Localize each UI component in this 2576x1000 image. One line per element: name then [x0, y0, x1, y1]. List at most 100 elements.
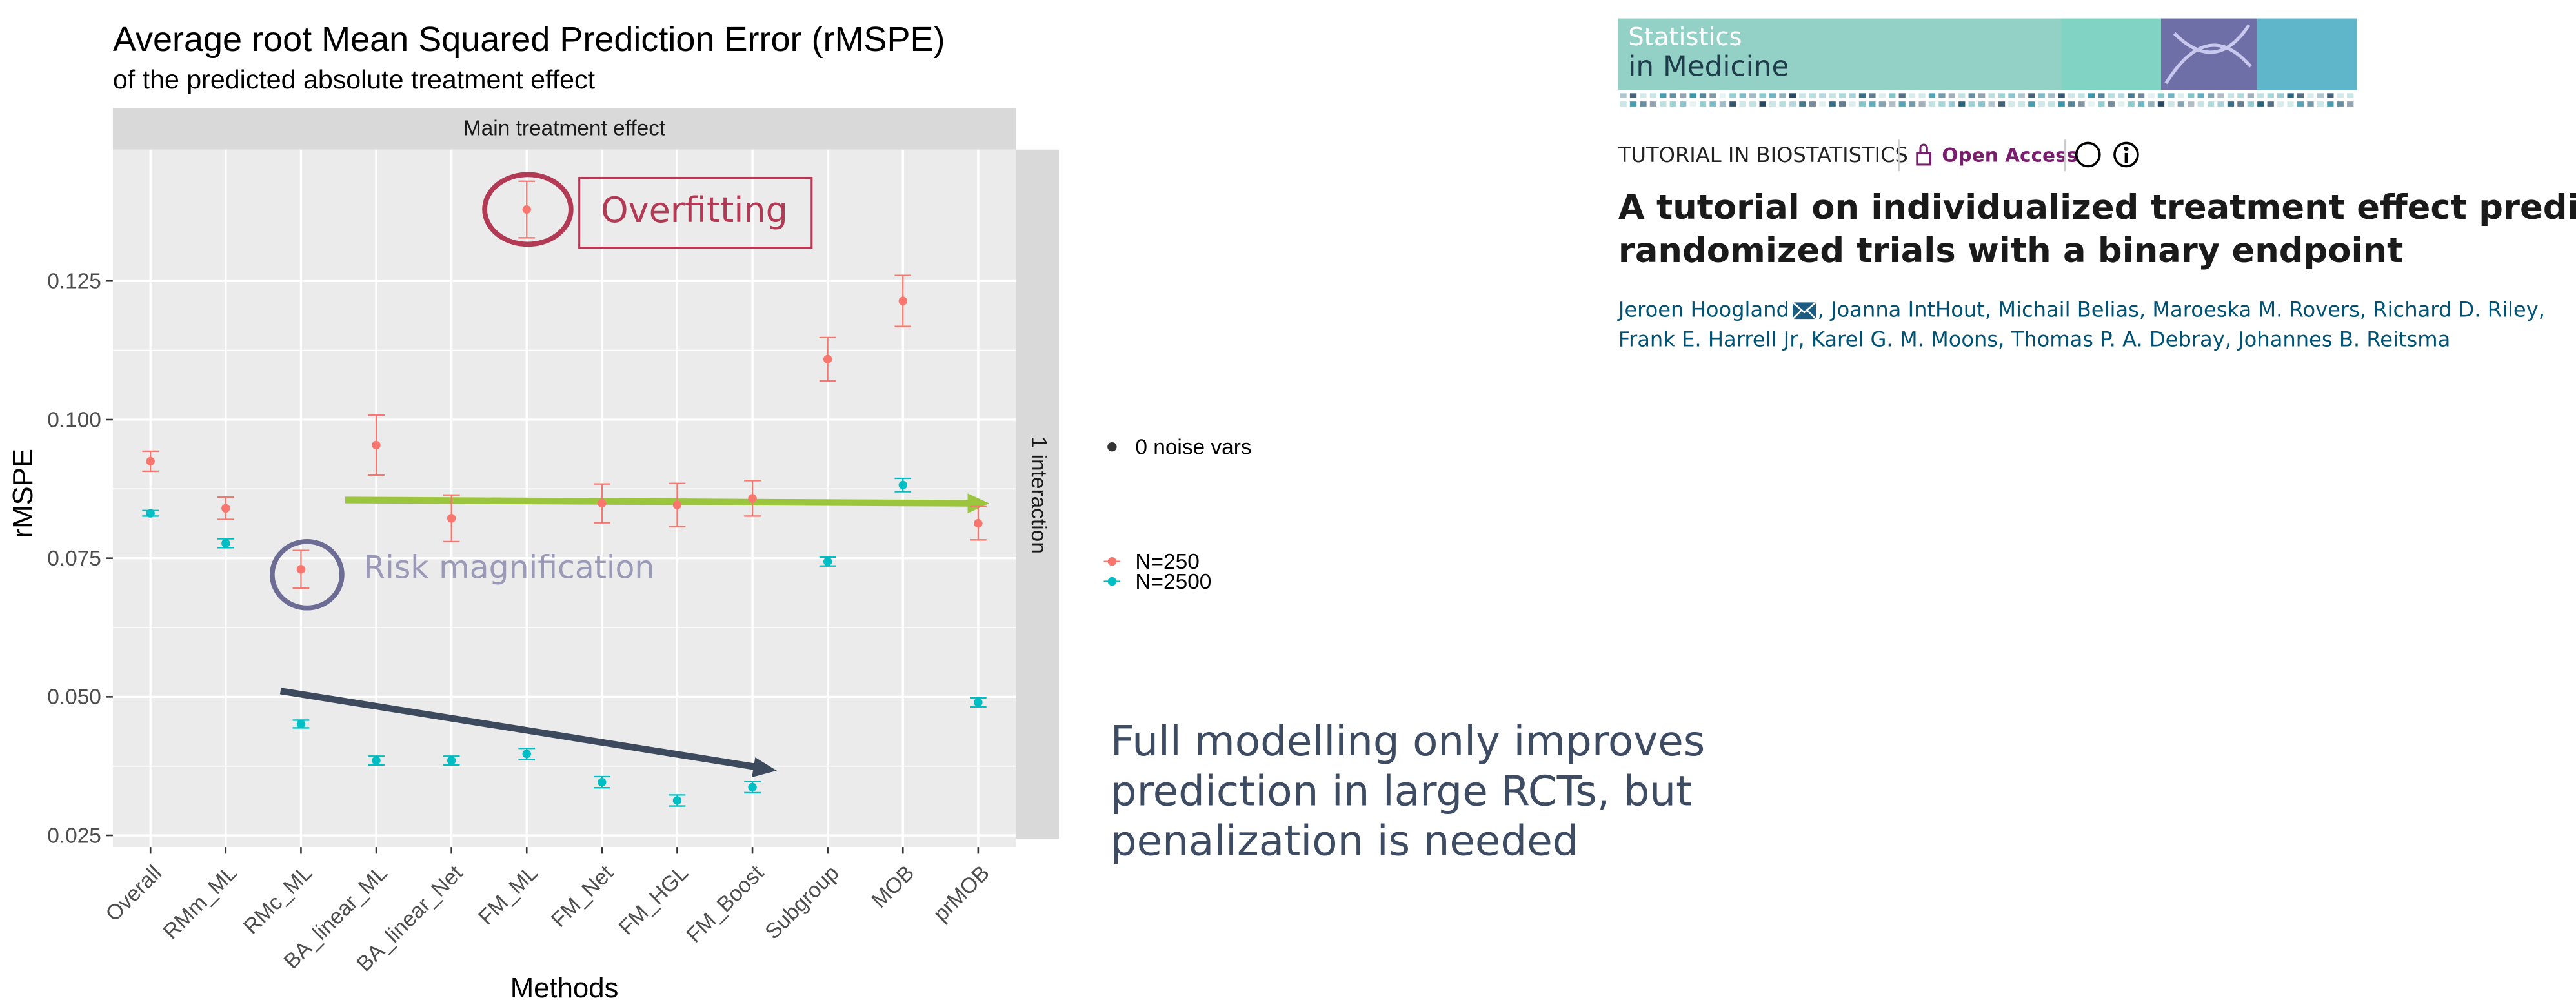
x-tick-label: FM_Boost: [682, 861, 769, 947]
logo-dot: [1660, 101, 1667, 107]
logo-dot: [2257, 101, 2264, 107]
logo-dot: [1838, 101, 1846, 107]
logo-dot: [1908, 93, 1916, 99]
logo-dot: [1819, 101, 1826, 107]
logo-dot: [1958, 101, 1966, 107]
logo-dot: [2048, 101, 2055, 107]
facet-label-right: 1 interaction: [1027, 436, 1051, 554]
logo-dot: [1869, 93, 1876, 99]
logo-dot: [2118, 93, 2125, 99]
logo-dot: [2068, 101, 2075, 107]
logo-dot: [2257, 93, 2264, 99]
logo-dot: [2108, 93, 2115, 99]
logo-dot: [2217, 93, 2224, 99]
facet-strip-top: [112, 108, 1016, 150]
annotation-text: Overfitting: [601, 190, 788, 230]
logo-dot: [2247, 93, 2254, 99]
author[interactable]: Jeroen Hoogland: [1617, 297, 1789, 321]
marks: [142, 180, 987, 807]
logo-dot: [1689, 93, 1696, 99]
logo-dot: [2148, 101, 2155, 107]
point: [296, 565, 306, 574]
logo-dot: [2157, 101, 2165, 107]
by-icon: [2124, 146, 2129, 152]
logo-dot: [2157, 93, 2165, 99]
logo-image: [2160, 18, 2258, 90]
logo-dot: [2098, 93, 2105, 99]
logo-dot: [2197, 101, 2204, 107]
logo-dot: [2028, 101, 2035, 107]
y-tick-label: 0.125: [47, 270, 101, 294]
logo-dot: [1878, 101, 1886, 107]
logo-dot: [2108, 101, 2115, 107]
logo-dot: [1669, 93, 1676, 99]
point: [974, 698, 983, 707]
point: [974, 518, 983, 528]
logo-dot: [2028, 93, 2035, 99]
x-tick-label: Subgroup: [761, 861, 844, 944]
point: [598, 777, 607, 787]
logo-dot: [1739, 101, 1746, 107]
x-tick-label: FM_HGL: [614, 861, 693, 940]
email-icon[interactable]: [1792, 301, 1817, 320]
legend-shape-label: 0 noise vars: [1135, 436, 1251, 460]
x-tick-label: RMc_ML: [239, 861, 317, 939]
logo-dot: [1729, 101, 1736, 107]
logo-image: [2257, 18, 2357, 90]
logo-dot: [1799, 101, 1806, 107]
logo-image: [2164, 24, 2252, 85]
takeaway-line: penalization is needed: [1111, 817, 1579, 866]
point: [898, 480, 907, 490]
logo-dot: [2207, 93, 2215, 99]
logo-dot: [1769, 93, 1776, 99]
journal-name: in Medicine: [1628, 50, 1789, 83]
authors[interactable]: , Joanna IntHout, Michail Belias, Maroes…: [1818, 297, 2545, 321]
highlight-circle: [269, 538, 345, 611]
logo-dot: [2098, 101, 2105, 107]
y-tick-label: 0.025: [47, 824, 101, 848]
logo-dot: [2297, 101, 2304, 107]
point: [598, 498, 607, 508]
logo-dot: [2148, 93, 2155, 99]
logo-dot: [2038, 101, 2045, 107]
logo-dot: [2058, 101, 2065, 107]
logo-dot: [2277, 101, 2284, 107]
annotations: Overfitting Risk magnification: [269, 172, 813, 611]
logo-dot: [2347, 93, 2354, 99]
point: [447, 514, 456, 523]
logo-dot: [1629, 93, 1637, 99]
logo-dot: [1640, 101, 1647, 107]
logo-dot: [1709, 93, 1716, 99]
x-tick-label: FM_Net: [547, 861, 618, 932]
logo-dot: [1709, 101, 1716, 107]
section-label: TUTORIAL IN BIOSTATISTICS: [1618, 143, 1908, 167]
logo-dot: [1620, 101, 1627, 107]
logo-dot: [2347, 101, 2354, 107]
lock-icon: [1916, 152, 1931, 166]
logo-dot: [1998, 93, 2006, 99]
logo-dot: [1918, 93, 1926, 99]
logo-dot: [1649, 101, 1657, 107]
chart-title: Average root Mean Squared Prediction Err…: [113, 20, 945, 59]
logo-dot: [1938, 93, 1946, 99]
logo-dot: [2188, 93, 2195, 99]
logo-dot: [1829, 101, 1836, 107]
point: [372, 756, 381, 765]
logo-dot: [1988, 101, 1995, 107]
logo-dot: [2217, 101, 2224, 107]
logo-dot: [2337, 93, 2344, 99]
logo-dot: [1849, 93, 1856, 99]
logo-dot: [1819, 93, 1826, 99]
logo-dot: [1779, 101, 1786, 107]
journal-name: Statistics: [1628, 23, 1742, 52]
logo-dot: [1998, 101, 2006, 107]
logo-dot: [2018, 93, 2026, 99]
logo-dot: [2068, 93, 2075, 99]
article-title: randomized trials with a binary endpoint: [1618, 231, 2403, 270]
logo-dot: [1928, 101, 1936, 107]
authors[interactable]: Frank E. Harrell Jr, Karel G. M. Moons, …: [1618, 327, 2450, 352]
logo-dot: [1759, 93, 1766, 99]
logo-dot: [1838, 93, 1846, 99]
x-tick-label: RMm_ML: [159, 861, 242, 944]
logo-dot: [2227, 101, 2235, 107]
